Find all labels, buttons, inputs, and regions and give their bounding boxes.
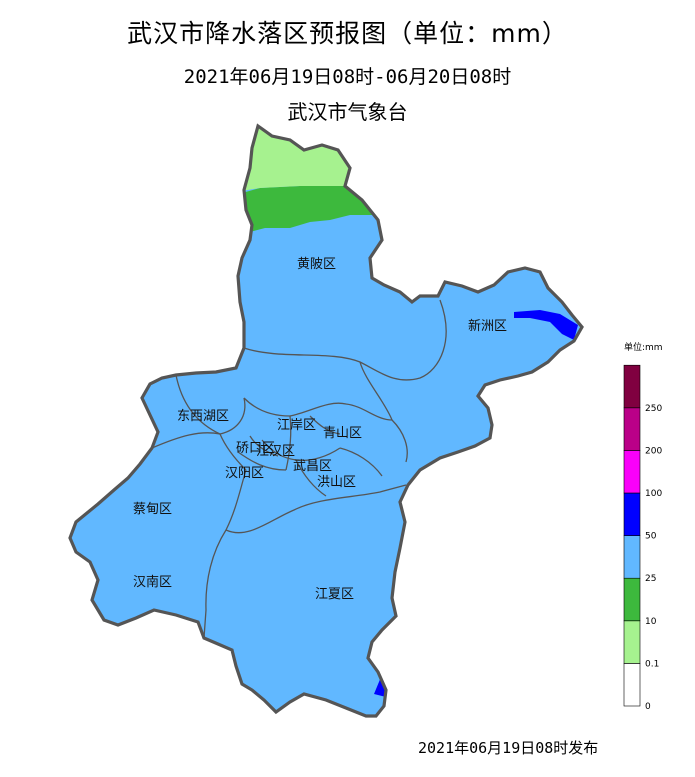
district-label-xinzhou: 新洲区 [468,318,507,334]
legend-box-2 [623,577,641,622]
rain-area-10-25 [230,185,380,245]
legend-labels: 0 0.1 10 25 50 100 200 250 [645,404,662,712]
district-labels: 黄陂区 新洲区 东西湖区 江岸区 青山区 硚口区 江汉区 汉阳区 武昌区 洪山区… [133,256,507,602]
forecast-period: 2021年06月19日08时-06月20日08时 [183,66,512,88]
district-label-caidian: 蔡甸区 [133,502,172,517]
district-label-qiaokou: 硚口区 [236,441,275,456]
legend-label-5: 100 [645,489,662,499]
district-label-jiangxia: 江夏区 [315,587,354,602]
legend-box-0 [623,663,641,707]
legend: 单位:mm 0 0.1 10 25 50 100 200 250 [623,341,663,712]
issued-time: 2021年06月19日08时发布 [418,739,599,757]
legend-box-4 [623,492,641,536]
legend-color-boxes [623,364,641,707]
district-label-jianghan: 江汉区 [256,444,295,459]
rain-area-50-100-south [374,677,386,697]
rain-fill-areas [70,126,582,716]
district-label-jiangan: 江岸区 [277,418,316,433]
legend-box-5 [623,450,641,494]
legend-label-0: 0 [645,702,651,712]
district-boundaries [151,299,447,639]
legend-label-7: 250 [645,404,662,414]
legend-label-3: 25 [645,574,656,584]
district-label-hanyang: 汉阳区 [225,466,264,481]
legend-box-6 [623,407,641,451]
legend-title: 单位:mm [624,341,663,353]
district-label-hongshan: 洪山区 [317,475,356,490]
district-label-huangpi: 黄陂区 [297,256,336,272]
legend-box-7 [623,364,641,409]
legend-box-1 [623,620,641,664]
district-label-qingshan: 青山区 [323,426,362,441]
legend-label-1: 0.1 [645,659,659,669]
legend-label-4: 50 [645,532,657,542]
legend-box-3 [623,535,641,579]
legend-label-2: 10 [645,617,657,627]
map-title: 武汉市降水落区预报图（单位：mm） [127,19,568,48]
legend-label-6: 200 [645,446,662,456]
issuing-office: 武汉市气象台 [287,100,408,124]
district-label-hannan: 汉南区 [133,574,172,590]
district-label-wuchang: 武昌区 [293,459,332,474]
district-label-dongxihu: 东西湖区 [177,409,229,424]
rain-area-50-100-east [514,310,578,340]
